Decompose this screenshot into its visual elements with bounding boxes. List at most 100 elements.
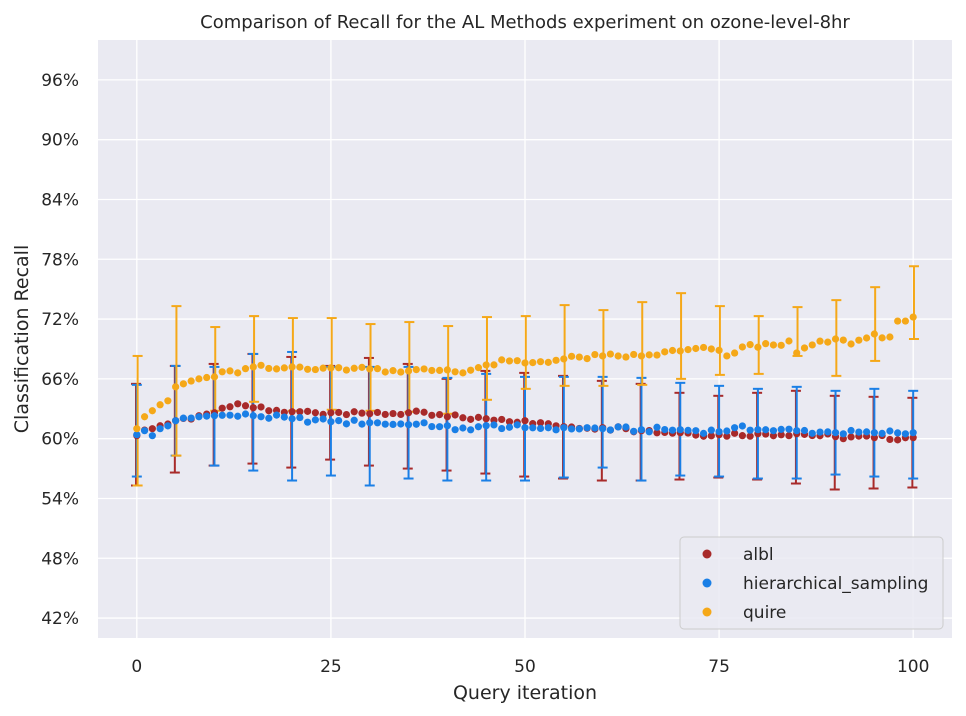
hierarchical-sampling-point <box>358 420 366 428</box>
hierarchical-sampling-point <box>443 422 451 430</box>
quire-point <box>870 330 878 338</box>
albl-point <box>397 410 405 419</box>
quire-point <box>731 349 739 357</box>
albl-point <box>265 407 273 415</box>
hierarchical-sampling-point <box>381 420 389 428</box>
hierarchical-sampling-point <box>863 428 871 436</box>
albl-point <box>234 400 242 408</box>
albl-point <box>241 402 250 410</box>
quire-point <box>560 355 568 363</box>
hierarchical-sampling-point <box>606 426 615 434</box>
y-tick-label: 48% <box>41 549 79 569</box>
albl-point <box>451 411 459 419</box>
y-tick-label: 72% <box>41 310 79 330</box>
hierarchical-sampling-point <box>699 429 708 437</box>
quire-point <box>280 364 288 372</box>
albl-point <box>288 408 296 416</box>
chart-title: Comparison of Recall for the AL Methods … <box>200 12 850 33</box>
hierarchical-sampling-point <box>203 412 211 420</box>
hierarchical-sampling-point <box>521 424 529 432</box>
hierarchical-sampling-point <box>793 427 801 435</box>
albl-point <box>870 434 878 442</box>
albl-point <box>327 409 335 417</box>
quire-point <box>474 364 483 372</box>
albl-point <box>358 409 366 417</box>
quire-point <box>909 313 917 321</box>
quire-point <box>839 336 847 344</box>
quire-point <box>723 352 731 360</box>
albl-point <box>350 408 358 416</box>
quire-point <box>319 364 327 372</box>
hierarchical-sampling-point <box>800 426 809 435</box>
hierarchical-sampling-point <box>645 428 653 436</box>
quire-point <box>544 358 552 366</box>
albl-point <box>249 404 257 412</box>
quire-point <box>831 335 840 343</box>
quire-point <box>901 317 910 325</box>
quire-point <box>567 352 576 360</box>
hierarchical-sampling-point <box>179 414 187 422</box>
hierarchical-sampling-point <box>459 424 467 432</box>
hierarchical-sampling-point <box>304 418 312 426</box>
hierarchical-sampling-point <box>738 422 746 430</box>
hierarchical-sampling-point <box>327 418 335 426</box>
hierarchical-sampling-point <box>319 415 327 423</box>
quire-point <box>614 352 622 360</box>
quire-point <box>552 356 560 364</box>
hierarchical-sampling-point <box>676 426 684 434</box>
quire-point <box>575 353 583 361</box>
albl-point <box>894 436 902 444</box>
albl-point <box>366 410 374 418</box>
quire-point <box>661 348 669 356</box>
quire-point <box>226 367 234 375</box>
hierarchical-sampling-point <box>567 425 576 433</box>
quire-point <box>373 365 382 373</box>
hierarchical-sampling-point <box>575 425 583 433</box>
albl-point <box>769 432 778 440</box>
hierarchical-sampling-point <box>342 420 351 428</box>
hierarchical-sampling-point <box>490 421 498 429</box>
albl-point <box>746 432 754 440</box>
albl-point <box>731 429 739 437</box>
albl-point <box>335 408 343 417</box>
quire-point <box>591 350 599 359</box>
albl-point <box>909 434 917 442</box>
hierarchical-sampling-point <box>552 426 560 434</box>
quire-point <box>459 369 467 377</box>
quire-point <box>715 346 723 354</box>
quire-point <box>342 366 351 374</box>
quire-point <box>366 365 374 373</box>
legend-label-albl: albl <box>743 545 774 565</box>
albl-point <box>296 408 304 416</box>
y-axis-label: Classification Recall <box>11 245 33 433</box>
quire-point <box>769 341 778 349</box>
legend-marker-albl <box>702 549 712 559</box>
hierarchical-sampling-point <box>614 423 622 431</box>
quire-point <box>140 413 149 421</box>
hierarchical-sampling-point <box>808 429 816 437</box>
albl-point <box>707 432 715 440</box>
hierarchical-sampling-point <box>366 419 374 427</box>
albl-point <box>436 411 444 419</box>
albl-point <box>381 410 389 419</box>
quire-point <box>793 349 801 357</box>
albl-point <box>474 413 483 421</box>
hierarchical-sampling-point <box>513 421 521 429</box>
quire-point <box>397 368 405 376</box>
albl-point <box>847 433 855 441</box>
quire-point <box>133 425 141 433</box>
hierarchical-sampling-point <box>785 425 793 433</box>
hierarchical-sampling-point <box>847 426 855 435</box>
albl-point <box>498 415 506 424</box>
quire-point <box>412 365 420 374</box>
quire-point <box>824 338 832 346</box>
hierarchical-sampling-point <box>831 429 840 437</box>
hierarchical-sampling-point <box>389 420 397 428</box>
y-tick-label: 78% <box>41 250 79 270</box>
legend-label-hierarchical-sampling: hierarchical_sampling <box>743 574 928 594</box>
albl-point <box>373 408 382 417</box>
hierarchical-sampling-point <box>218 411 226 419</box>
quire-point <box>606 350 615 358</box>
albl-point <box>886 435 894 444</box>
